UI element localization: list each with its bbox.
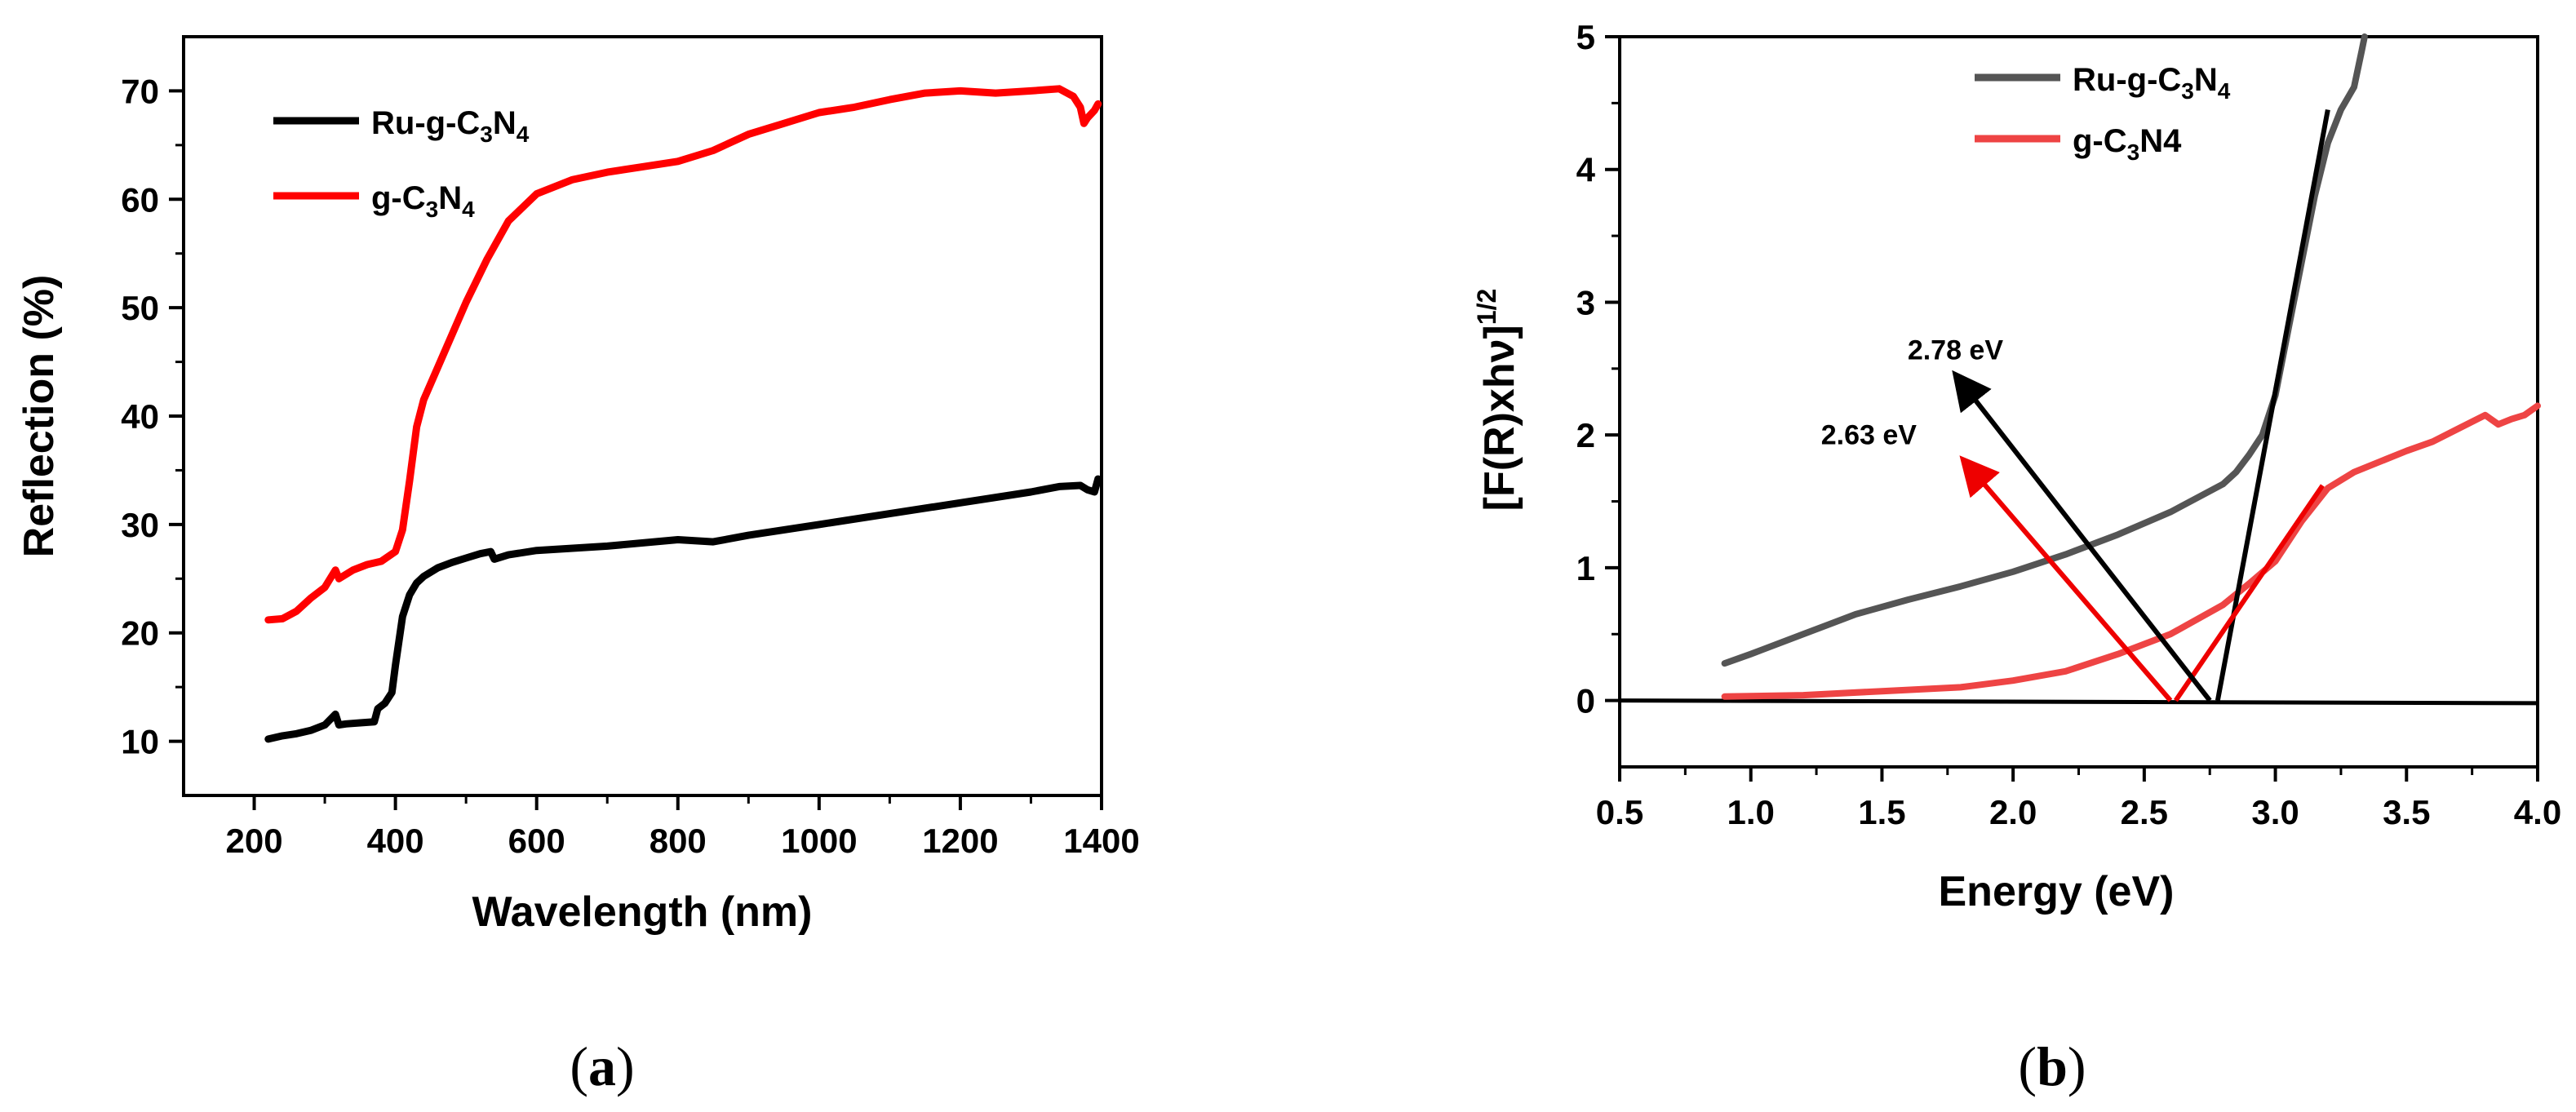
panel-b: 2.78 eV2.63 eV 0.5 1.0 1.5 2.0 2.5 3.0 3.5 4.00…	[1472, 18, 2561, 1097]
y-tick-label: 0	[1576, 682, 1595, 720]
series-line-ru-g-c3n4	[1721, 33, 2368, 667]
x-tick-label: 2.5	[2121, 793, 2168, 831]
panel-a: 200 400 600 800 1000 1200 1400 10 20 30 40 50 60 70 R…	[16, 35, 1140, 1097]
series-line-ru-g-c3n4	[264, 475, 1102, 743]
annotation-arrow-2-63	[1959, 455, 2173, 702]
x-tick-label: 0.5	[1596, 793, 1643, 831]
y-tick-label: 5	[1576, 18, 1595, 56]
x-tick-label: 4.0	[2514, 793, 2561, 831]
axes-b: 0.5 1.0 1.5 2.0 2.5 3.0 3.5 4.0 0 1 2 3 4 5	[1576, 18, 2562, 831]
x-tick-label: 1200	[922, 822, 998, 860]
y-tick-label: 3	[1576, 283, 1595, 321]
legend-label-g-b: g-C3N4	[2073, 123, 2182, 165]
y-tick-label: 20	[121, 614, 159, 653]
y-tick-label: 2	[1576, 416, 1595, 454]
x-tick-label: 600	[508, 822, 565, 860]
y-axis-label-a: Reflection (%)	[16, 275, 63, 558]
x-tick-label: 3.0	[2251, 793, 2299, 831]
legend-b: Ru-g-C3N4 g-C3N4	[1975, 62, 2231, 165]
x-tick-label: 1.5	[1858, 793, 1905, 831]
x-tick-label: 3.5	[2383, 793, 2430, 831]
x-tick-label: 1000	[781, 822, 857, 860]
annotation-arrow-2-78	[1952, 370, 2212, 702]
caption-a: (a)	[570, 1035, 634, 1097]
x-tick-label: 1400	[1063, 822, 1139, 860]
y-tick-label: 4	[1576, 151, 1596, 189]
series-group-a	[264, 85, 1102, 743]
y-tick-label: 10	[121, 723, 159, 761]
x-tick-label: 200	[225, 822, 282, 860]
series-group-b: 2.78 eV 2.63 eV	[1619, 33, 2541, 706]
x-tick-label: 400	[367, 822, 424, 860]
plot-frame-a	[182, 35, 1103, 797]
legend-label-ru-a: Ru-g-C3N4	[371, 105, 530, 147]
y-tick-label: 1	[1576, 549, 1595, 587]
x-tick-label: 800	[650, 822, 707, 860]
x-tick-label: 2.0	[1989, 793, 2037, 831]
y-tick-label: 50	[121, 289, 159, 327]
series-line-g-c3n4	[264, 85, 1102, 624]
x-tick-label: 1.0	[1727, 793, 1775, 831]
legend-label-g-a: g-C3N4	[371, 180, 475, 222]
y-tick-label: 60	[121, 180, 159, 219]
x-axis-label-a: Wavelength (nm)	[472, 888, 813, 936]
y-axis-label-b: [F(R)xhν]1/2	[1472, 289, 1523, 512]
x-axis-label-b: Energy (eV)	[1939, 868, 2175, 915]
caption-b: (b)	[2018, 1035, 2086, 1097]
axes-a: 200 400 600 800 1000 1200 1400 10 20 30 40 50 60 70	[121, 72, 1139, 860]
annotation-label-2-78: 2.78 eV	[1908, 334, 2004, 365]
annotation-label-2-63: 2.63 eV	[1821, 420, 1918, 451]
y-tick-label: 30	[121, 506, 159, 544]
series-line-g-c3n4	[1721, 402, 2541, 700]
tangent-line-ru	[2215, 109, 2330, 702]
y-tick-label: 70	[121, 72, 159, 110]
y-tick-label: 40	[121, 397, 159, 436]
tangent-line-g	[2173, 484, 2325, 702]
legend-label-ru-b: Ru-g-C3N4	[2073, 62, 2231, 104]
legend-a: Ru-g-C3N4 g-C3N4	[273, 105, 530, 222]
baseline	[1619, 698, 2538, 706]
